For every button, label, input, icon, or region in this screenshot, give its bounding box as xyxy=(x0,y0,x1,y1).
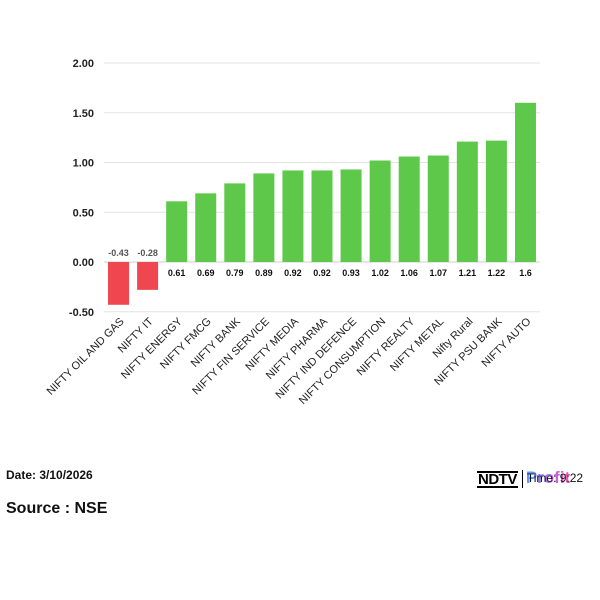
bar xyxy=(427,155,449,262)
value-label: 0.93 xyxy=(342,268,360,278)
value-label: 0.61 xyxy=(168,268,186,278)
profit-wordmark: Profit xyxy=(525,468,571,487)
bar xyxy=(108,262,130,305)
bar xyxy=(514,102,536,262)
value-label: -0.28 xyxy=(137,248,158,258)
value-label: -0.43 xyxy=(108,248,129,258)
y-tick-label: 0.00 xyxy=(73,257,94,269)
value-label: 0.69 xyxy=(197,268,215,278)
value-label: 0.92 xyxy=(284,268,302,278)
bar xyxy=(340,169,362,262)
value-label: 1.21 xyxy=(459,268,477,278)
x-tick-label: NIFTY OIL AND GAS xyxy=(45,316,127,398)
bar xyxy=(166,201,188,262)
y-tick-label: 1.50 xyxy=(73,108,94,120)
bar xyxy=(311,170,333,262)
chart-svg: 2.00 1.50 1.00 0.50 0.00 -0.50 -0.43 NIFTY OIL … xyxy=(45,58,540,407)
bar xyxy=(485,140,507,262)
bar xyxy=(253,173,275,262)
bar xyxy=(369,160,391,262)
bar xyxy=(224,183,246,262)
bar xyxy=(195,193,217,262)
bar xyxy=(282,170,304,262)
ndtv-logo: NDTV xyxy=(477,470,518,488)
bar xyxy=(398,156,420,262)
value-label: 0.79 xyxy=(226,268,244,278)
value-label: 1.6 xyxy=(519,268,532,278)
brand-logo: NDTV Profit Time: 9:22 xyxy=(477,468,584,490)
time-label: Time: 9:22 xyxy=(526,471,584,485)
y-tick-label: -0.50 xyxy=(69,307,94,319)
y-tick-label: 2.00 xyxy=(73,58,94,70)
value-label: 0.92 xyxy=(313,268,331,278)
value-label: 1.02 xyxy=(371,268,389,278)
y-tick-label: 1.00 xyxy=(73,158,94,170)
value-label: 1.06 xyxy=(400,268,418,278)
value-label: 1.07 xyxy=(430,268,448,278)
bar xyxy=(456,141,478,262)
bar-chart: 2.00 1.50 1.00 0.50 0.00 -0.50 -0.43 NIFTY OIL … xyxy=(45,58,540,407)
value-label: 1.22 xyxy=(488,268,506,278)
bar xyxy=(137,262,159,290)
source-label: Source : NSE xyxy=(6,500,108,517)
profit-logo: Profit Time: 9:22 xyxy=(526,468,584,490)
date-label: Date: 3/10/2026 xyxy=(6,468,93,482)
value-label: 0.89 xyxy=(255,268,273,278)
brand-divider xyxy=(521,470,523,488)
y-tick-label: 0.50 xyxy=(73,207,94,219)
